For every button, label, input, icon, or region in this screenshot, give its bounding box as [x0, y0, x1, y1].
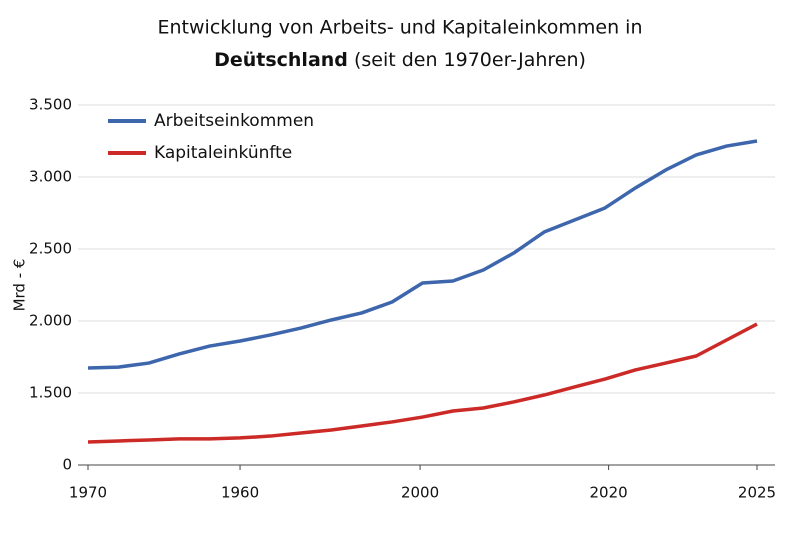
y-tick-label: 3.000	[29, 168, 72, 186]
chart-title-bold: Deütschland	[214, 49, 348, 71]
data-line	[87, 322, 758, 444]
y-tick-label: 3.500	[29, 96, 72, 114]
y-tick-label: 2.000	[29, 312, 72, 330]
y-tick-label: 1.500	[29, 384, 72, 402]
x-tick-label: 1970	[69, 484, 107, 502]
x-tick-label: 2020	[590, 484, 628, 502]
y-axis-label: Mrd - €	[11, 259, 29, 312]
chart-subtitle: (seit den 1970er-Jahren)	[354, 49, 586, 71]
y-tick-label: 0	[62, 456, 72, 474]
x-tick-label: 1960	[221, 484, 259, 502]
data-line	[87, 139, 758, 370]
legend-label: Arbeitseinkommen	[154, 111, 314, 131]
legend-label: Kapitaleinkünfte	[154, 143, 292, 163]
x-tick-label: 2000	[401, 484, 439, 502]
y-tick-label: 2.500	[29, 240, 72, 258]
x-tick-label: 2025	[738, 484, 776, 502]
chart-title: Entwicklung von Arbeits- und Kapitaleink…	[158, 17, 643, 39]
chart-title-line: Deütschland (seit den 1970er-Jahren)	[214, 49, 586, 71]
